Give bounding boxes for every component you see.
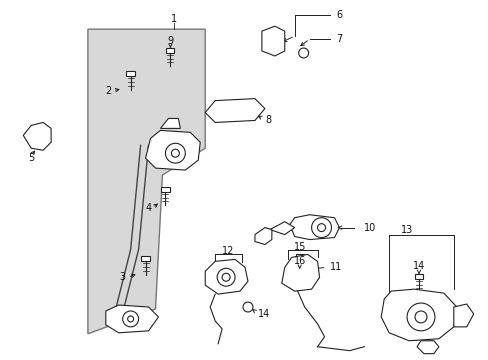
Text: 12: 12 bbox=[222, 247, 234, 256]
Text: 9: 9 bbox=[167, 36, 173, 46]
Polygon shape bbox=[23, 122, 51, 150]
Text: 4: 4 bbox=[145, 203, 151, 213]
Polygon shape bbox=[453, 304, 473, 327]
Circle shape bbox=[127, 316, 133, 322]
Circle shape bbox=[406, 303, 434, 331]
Circle shape bbox=[298, 48, 308, 58]
Bar bbox=[126, 71, 135, 76]
Text: 5: 5 bbox=[28, 153, 34, 163]
Polygon shape bbox=[205, 260, 247, 294]
Text: 16: 16 bbox=[293, 256, 305, 266]
Circle shape bbox=[165, 143, 185, 163]
Text: 14: 14 bbox=[257, 309, 270, 319]
Polygon shape bbox=[289, 215, 339, 239]
Text: 14: 14 bbox=[412, 261, 424, 271]
Text: 3: 3 bbox=[120, 272, 125, 282]
Circle shape bbox=[243, 302, 252, 312]
Polygon shape bbox=[381, 289, 456, 341]
Polygon shape bbox=[145, 130, 200, 170]
Text: 6: 6 bbox=[336, 10, 342, 20]
Polygon shape bbox=[281, 255, 319, 291]
Circle shape bbox=[311, 218, 331, 238]
Circle shape bbox=[222, 273, 230, 281]
Text: 10: 10 bbox=[364, 222, 376, 233]
Polygon shape bbox=[254, 228, 271, 244]
Bar bbox=[295, 255, 303, 260]
Circle shape bbox=[217, 268, 235, 286]
Text: 1: 1 bbox=[171, 14, 177, 24]
Circle shape bbox=[122, 311, 138, 327]
Bar bbox=[414, 274, 422, 279]
Polygon shape bbox=[262, 26, 284, 56]
Bar bbox=[166, 48, 174, 53]
Polygon shape bbox=[160, 118, 180, 129]
Text: 11: 11 bbox=[329, 262, 341, 272]
Text: 13: 13 bbox=[400, 225, 412, 235]
Text: 8: 8 bbox=[264, 116, 270, 126]
Polygon shape bbox=[105, 305, 158, 333]
Circle shape bbox=[414, 311, 426, 323]
Text: 2: 2 bbox=[105, 86, 112, 96]
Circle shape bbox=[317, 224, 325, 231]
Circle shape bbox=[171, 149, 179, 157]
Polygon shape bbox=[269, 222, 294, 235]
Polygon shape bbox=[88, 29, 205, 334]
Polygon shape bbox=[416, 341, 438, 354]
Bar bbox=[141, 256, 150, 261]
Bar bbox=[161, 187, 169, 192]
Polygon shape bbox=[205, 99, 264, 122]
Text: 7: 7 bbox=[336, 34, 342, 44]
Text: 15: 15 bbox=[293, 243, 305, 252]
